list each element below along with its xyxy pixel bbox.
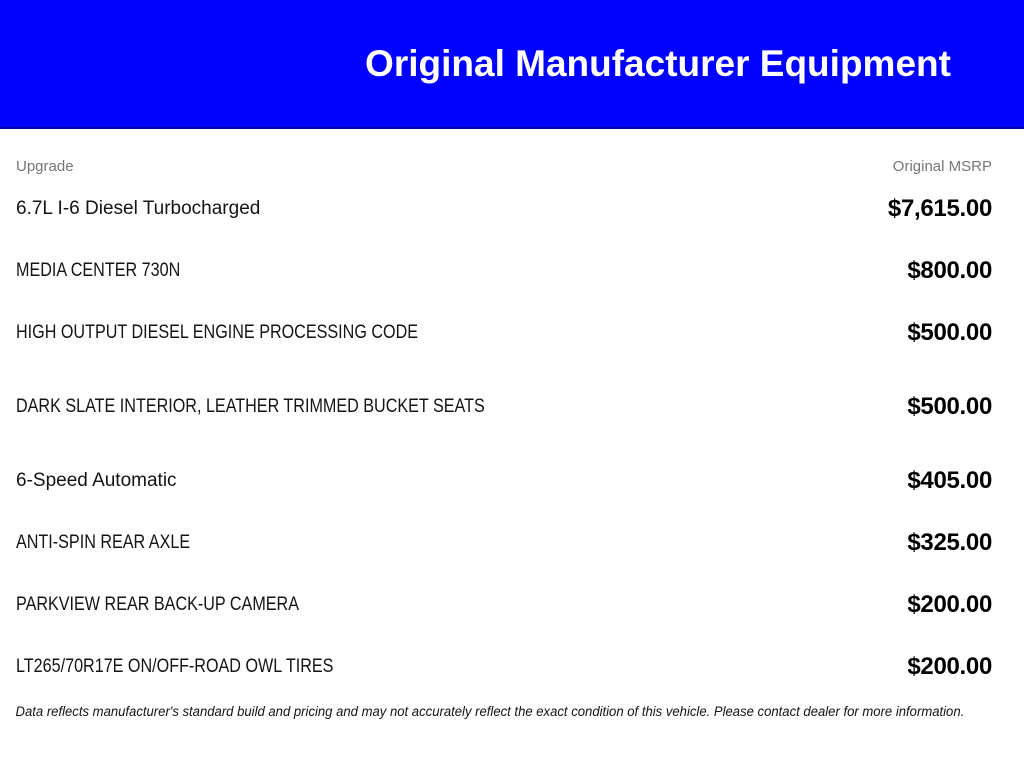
equipment-table: Upgrade Original MSRP 6.7L I-6 Diesel Tu… bbox=[0, 129, 1024, 698]
upgrade-label: LT265/70R17E ON/OFF-ROAD OWL TIRES bbox=[16, 656, 334, 678]
msrp-value: $325.00 bbox=[907, 529, 992, 556]
msrp-value: $200.00 bbox=[907, 591, 992, 618]
msrp-value: $200.00 bbox=[907, 653, 992, 680]
upgrade-label: MEDIA CENTER 730N bbox=[16, 260, 181, 282]
upgrade-label: DARK SLATE INTERIOR, LEATHER TRIMMED BUC… bbox=[16, 396, 485, 418]
msrp-value: $500.00 bbox=[907, 319, 992, 346]
table-row: HIGH OUTPUT DIESEL ENGINE PROCESSING COD… bbox=[16, 302, 992, 364]
upgrade-label: ANTI-SPIN REAR AXLE bbox=[16, 532, 191, 554]
column-header-msrp: Original MSRP bbox=[892, 158, 992, 175]
table-row: PARKVIEW REAR BACK-UP CAMERA $200.00 bbox=[16, 574, 992, 636]
table-header-row: Upgrade Original MSRP bbox=[16, 129, 992, 178]
table-row: DARK SLATE INTERIOR, LEATHER TRIMMED BUC… bbox=[16, 364, 992, 450]
upgrade-label: 6.7L I-6 Diesel Turbocharged bbox=[16, 198, 261, 220]
table-row: ANTI-SPIN REAR AXLE $325.00 bbox=[16, 512, 992, 574]
msrp-value: $500.00 bbox=[907, 393, 992, 420]
footer: Data reflects manufacturer's standard bu… bbox=[0, 698, 1024, 719]
upgrade-label: PARKVIEW REAR BACK-UP CAMERA bbox=[16, 594, 299, 616]
disclaimer-text: Data reflects manufacturer's standard bu… bbox=[15, 704, 965, 719]
table-row: LT265/70R17E ON/OFF-ROAD OWL TIRES $200.… bbox=[16, 636, 992, 698]
msrp-value: $7,615.00 bbox=[887, 195, 992, 222]
column-header-upgrade: Upgrade bbox=[16, 158, 74, 175]
table-row: 6.7L I-6 Diesel Turbocharged $7,615.00 bbox=[16, 178, 992, 240]
page-title: Original Manufacturer Equipment bbox=[365, 42, 951, 84]
upgrade-label: 6-Speed Automatic bbox=[16, 470, 177, 492]
upgrade-label: HIGH OUTPUT DIESEL ENGINE PROCESSING COD… bbox=[16, 322, 419, 344]
msrp-value: $405.00 bbox=[907, 467, 992, 494]
table-row: MEDIA CENTER 730N $800.00 bbox=[16, 240, 992, 302]
header-banner: Original Manufacturer Equipment bbox=[0, 0, 1024, 129]
table-row: 6-Speed Automatic $405.00 bbox=[16, 450, 992, 512]
msrp-value: $800.00 bbox=[907, 257, 992, 284]
